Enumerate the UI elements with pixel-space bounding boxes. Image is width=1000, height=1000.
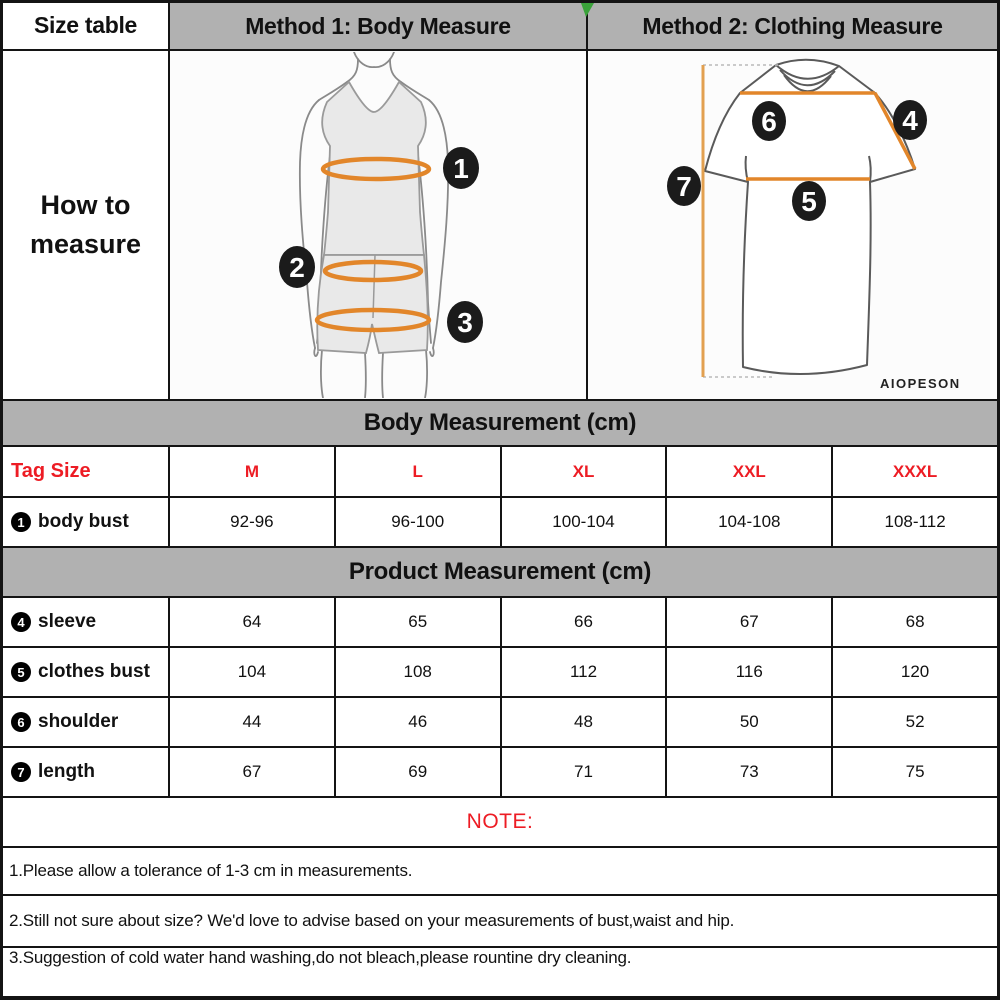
length-xxxl: 75 [905,762,925,781]
body-bust-xxxl: 108-112 [884,512,946,531]
note-row-2: 2.Still not sure about size? We'd love t… [3,896,997,948]
note-title-row: NOTE: [3,798,997,848]
clothes-bust-l: 108 [336,648,502,696]
body-bust-xl: 100-104 [502,498,668,546]
how-to-line1: How to [40,189,131,220]
size-l: L [336,447,502,496]
size-xxxl: XXXL [892,461,938,481]
note-3: 3.Suggestion of cold water hand washing,… [9,948,632,967]
measure-lines [740,91,917,181]
how-to-measure-label: How to measure [3,51,170,399]
clothes-bust-xxl: 116 [667,648,834,696]
clothing-measure-illustration: 6 4 7 5 AIOPESON [588,51,997,399]
sleeve-label: 4 sleeve [3,598,170,646]
length-m: 67 [170,748,336,796]
sleeve-xxl: 67 [667,598,834,646]
body-measure-illustration: 1 2 3 [170,51,588,399]
length-l: 69 [336,748,502,796]
circled-number-icon: 4 [11,612,31,632]
body-bust-row: 1 body bust 92-96 96-100 100-104 104-108… [3,498,997,548]
shoulder-l: 46 [336,698,502,746]
tshirt-drawing: 6 4 7 5 AIOPESON [667,58,961,391]
clothes-bust-row: 5 clothes bust 104 108 112 116 120 [3,648,997,698]
shorts-shape [316,254,429,354]
circled-number-icon: 6 [11,712,31,732]
body-bust-label: 1 body bust [3,498,170,546]
green-corner-marker [581,3,594,17]
body-bust-m: 92-96 [170,498,336,546]
shoulder-m: 44 [170,698,336,746]
clothes-bust-m: 104 [170,648,336,696]
shoulder-row: 6 shoulder 44 46 48 50 52 [3,698,997,748]
method1-title: Method 1: Body Measure [170,3,588,49]
circled-number-icon: 1 [11,512,31,532]
length-xl: 71 [502,748,668,796]
size-xl: XL [502,447,668,496]
size-xxl: XXL [667,447,834,496]
note-row-1: 1.Please allow a tolerance of 1-3 cm in … [3,848,997,896]
measure-rings [314,156,432,333]
brand-text: AIOPESON [880,376,961,391]
shoulder-xxxl: 52 [905,712,925,731]
note-2: 2.Still not sure about size? We'd love t… [9,911,735,930]
badge-4: 4 [902,105,918,136]
how-to-line2: measure [29,229,142,259]
badge-5: 5 [801,186,817,217]
shoulder-xxl: 50 [667,698,834,746]
clothes-bust-label: 5 clothes bust [3,648,170,696]
product-measurement-banner: Product Measurement (cm) [3,548,997,598]
badge-7: 7 [676,171,692,202]
badge-2: 2 [289,252,305,283]
length-label: 7 length [3,748,170,796]
tank-top-shape [321,80,427,256]
method2-title: Method 2: Clothing Measure [642,12,943,39]
note-row-3: 3.Suggestion of cold water hand washing,… [3,948,997,968]
body-measurement-title: Body Measurement (cm) [363,409,637,436]
circled-number-icon: 5 [11,662,31,682]
clothes-bust-xl: 112 [502,648,668,696]
shoulder-xl: 48 [502,698,668,746]
length-xxl: 73 [667,748,834,796]
badge-6: 6 [761,106,777,137]
body-badges: 1 2 3 [279,147,483,343]
sleeve-row: 4 sleeve 64 65 66 67 68 [3,598,997,648]
note-1: 1.Please allow a tolerance of 1-3 cm in … [9,861,413,880]
illustration-row: How to measure [3,51,997,401]
top-header-row: Size table Method 1: Body Measure Method… [3,3,997,51]
body-bust-xxl: 104-108 [667,498,834,546]
clothes-bust-xxxl: 120 [900,662,930,681]
clothing-badges: 6 4 7 5 [667,100,927,221]
body-measurement-banner: Body Measurement (cm) [3,401,997,447]
badge-1: 1 [453,153,469,184]
tag-size-row: Tag Size M L XL XXL XXXL [3,447,997,498]
badge-3: 3 [457,307,473,338]
circled-number-icon: 7 [11,762,31,782]
sleeve-xl: 66 [502,598,668,646]
tag-size-label: Tag Size [3,447,170,496]
length-row: 7 length 67 69 71 73 75 [3,748,997,798]
product-measurement-title: Product Measurement (cm) [348,558,652,585]
size-table-title: Size table [3,3,170,49]
sleeve-m: 64 [170,598,336,646]
shoulder-label: 6 shoulder [3,698,170,746]
sleeve-xxxl: 68 [905,612,925,631]
sleeve-l: 65 [336,598,502,646]
body-bust-l: 96-100 [336,498,502,546]
note-title: NOTE: [466,810,534,833]
size-m: M [170,447,336,496]
body-figure-drawing: 1 2 3 [279,52,483,398]
